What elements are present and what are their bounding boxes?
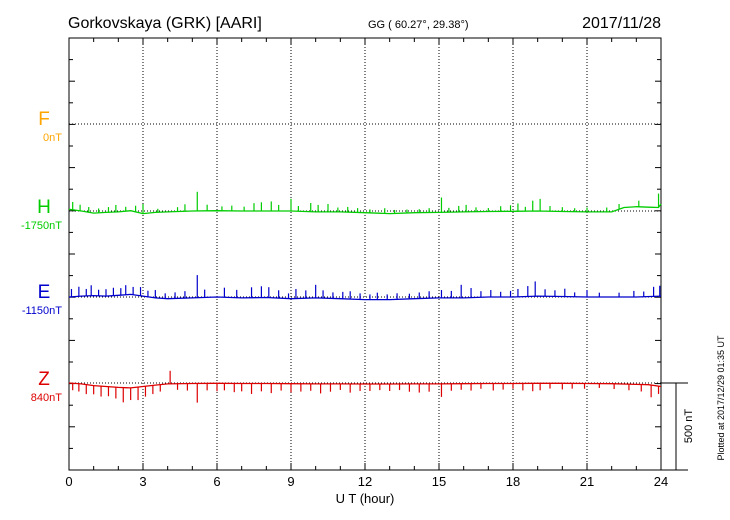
scale-bar-label: 500 nT <box>683 409 695 444</box>
x-tick-label: 18 <box>506 474 520 489</box>
plotted-timestamp: Plotted at 2017/12/29 01:35 UT <box>716 335 726 461</box>
plot-date: 2017/11/28 <box>582 15 661 32</box>
scale-bar: 500 nT <box>661 382 695 471</box>
channel-label-f: F <box>38 109 50 130</box>
channel-label-h: H <box>37 197 51 218</box>
baseline-value-f: 0nT <box>43 132 62 144</box>
trace-e <box>68 293 662 301</box>
x-tick-label: 15 <box>432 474 446 489</box>
x-tick-label: 12 <box>358 474 372 489</box>
x-axis-label: U T (hour) <box>336 491 395 506</box>
channel-label-z: Z <box>38 369 50 390</box>
baseline-value-e: -1150nT <box>22 305 62 317</box>
baseline-value-h: -1750nT <box>21 220 62 232</box>
trace-h <box>68 203 662 215</box>
channel-label-e: E <box>38 282 51 303</box>
baseline-value-z: 840nT <box>31 392 62 404</box>
x-tick-label: 24 <box>654 474 668 489</box>
traces <box>68 191 662 403</box>
x-tick-label: 21 <box>580 474 594 489</box>
station-coordinates: GG ( 60.27°, 29.38°) <box>368 19 469 31</box>
x-tick-label: 9 <box>287 474 294 489</box>
channel-labels: F 0nT H -1750nT E -1150nT Z 840nT <box>21 109 62 404</box>
station-title: Gorkovskaya (GRK) [AARI] <box>68 15 262 32</box>
grid-lines <box>69 38 661 470</box>
trace-z <box>68 382 662 389</box>
x-tick-label: 3 <box>139 474 146 489</box>
x-tick-label: 0 <box>65 474 72 489</box>
x-tick-label: 6 <box>213 474 220 489</box>
x-tick-labels: 0 3 6 9 12 15 18 21 24 <box>65 474 668 489</box>
axis-ticks <box>68 37 662 471</box>
